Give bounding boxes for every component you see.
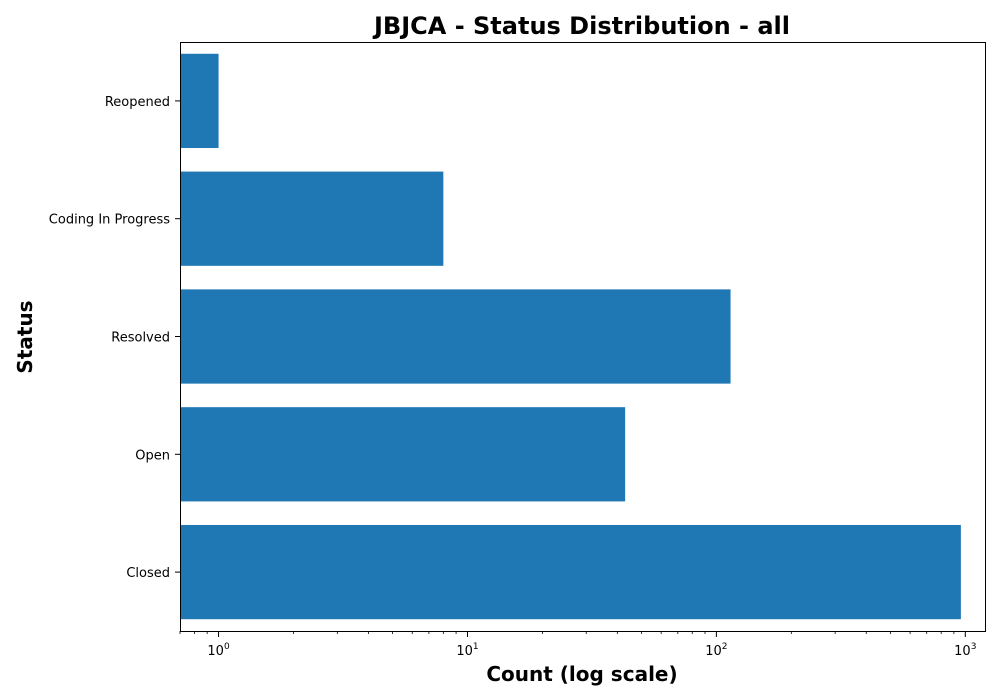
y-tick-label-coding-in-progress: Coding In Progress — [49, 213, 170, 228]
y-tick-label-resolved: Resolved — [111, 331, 170, 346]
y-tick-label-closed: Closed — [126, 566, 170, 581]
x-axis-label: Count (log scale) — [486, 662, 677, 686]
bar-coding-in-progress — [180, 172, 443, 266]
y-tick-label-open: Open — [135, 448, 170, 463]
bar-resolved — [180, 289, 731, 383]
chart-title: JBJCA - Status Distribution - all — [372, 12, 790, 40]
y-tick-label-reopened: Reopened — [105, 95, 170, 110]
bar-reopened — [180, 54, 219, 148]
y-axis-label: Status — [13, 300, 37, 373]
bar-open — [180, 407, 625, 501]
bar-closed — [180, 525, 961, 619]
